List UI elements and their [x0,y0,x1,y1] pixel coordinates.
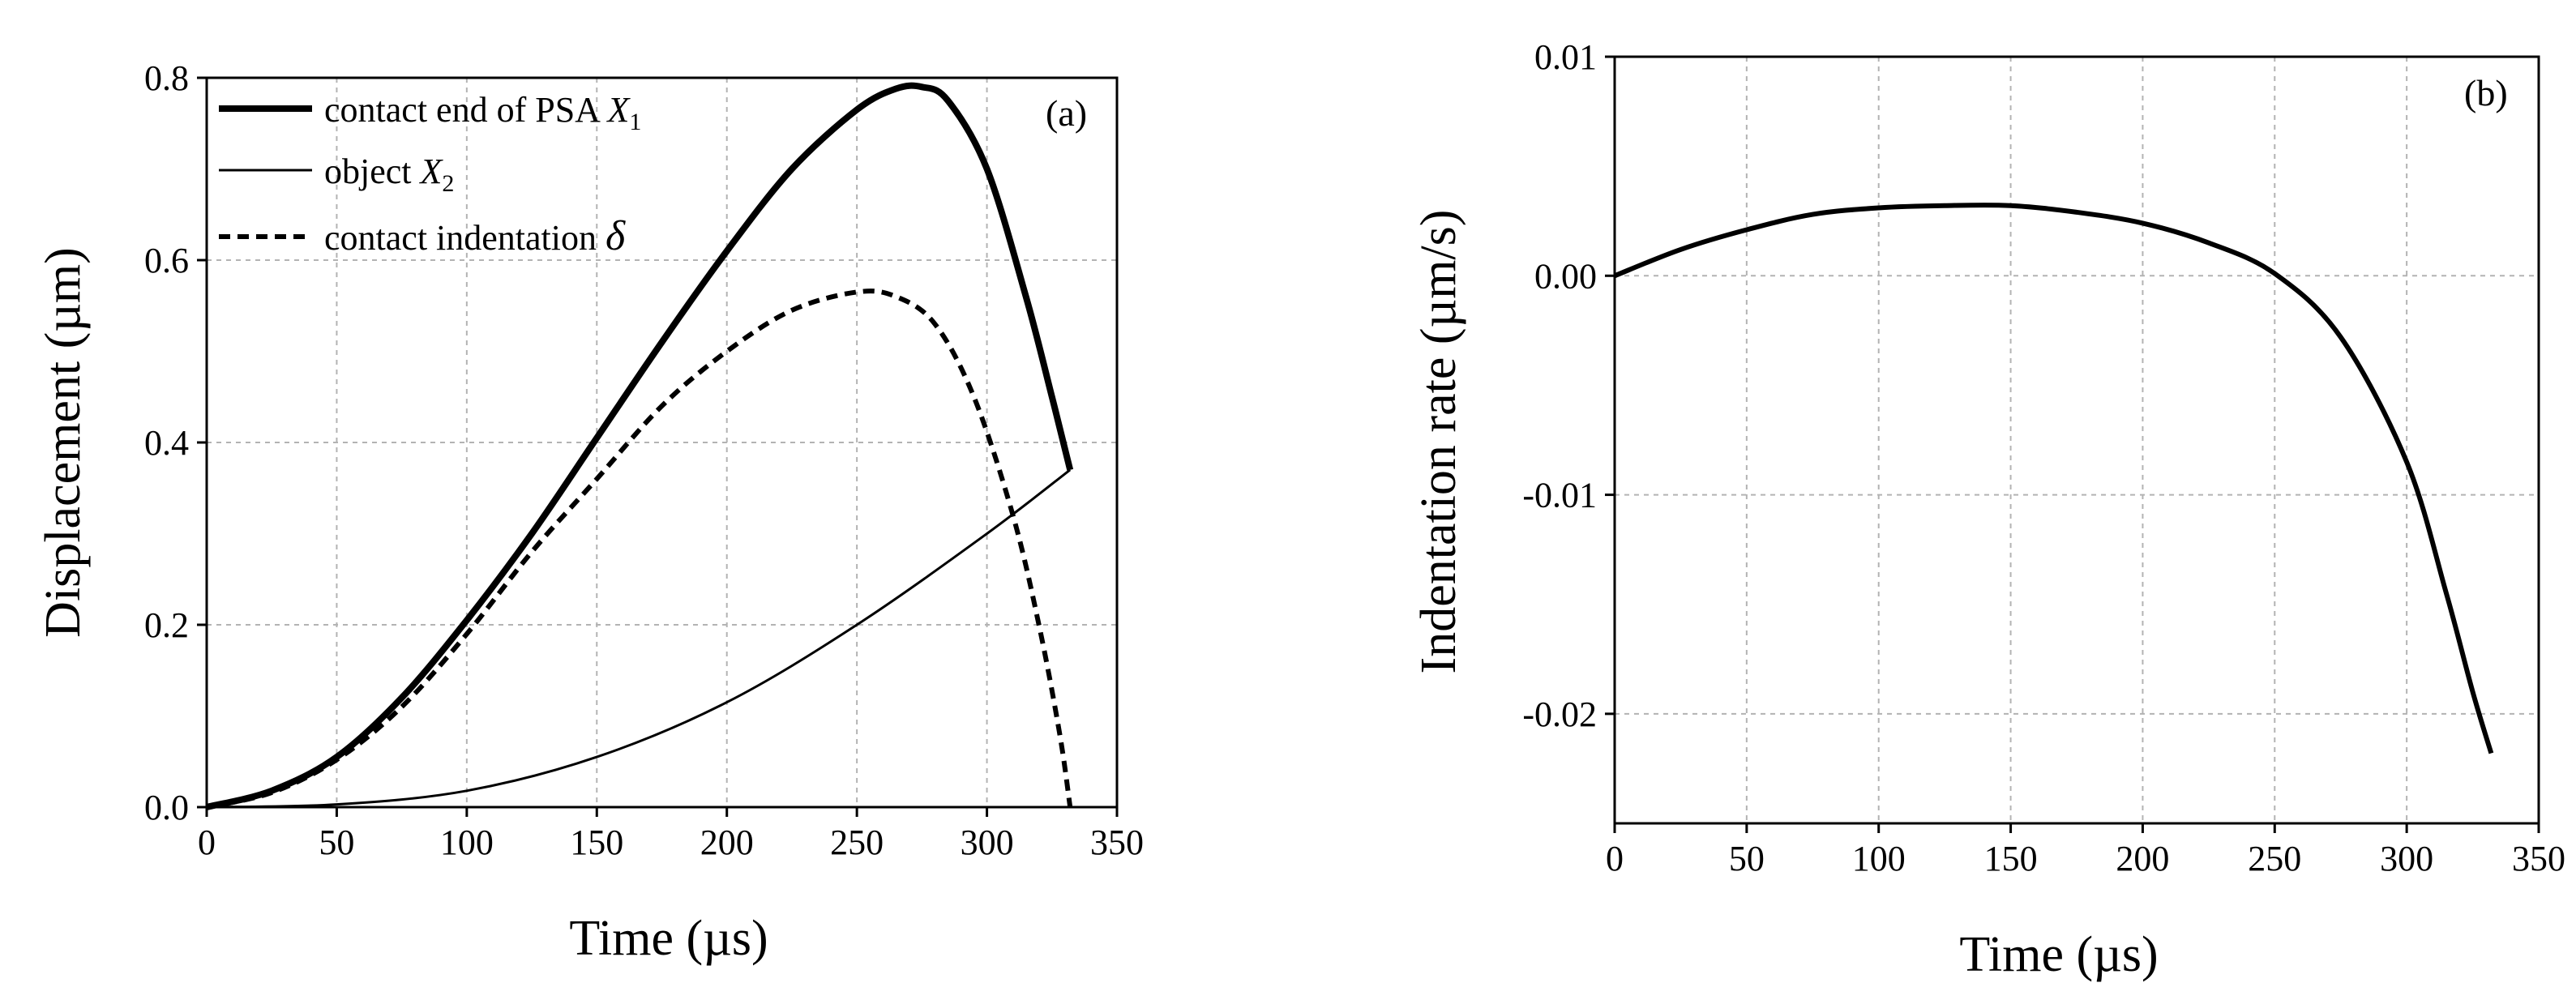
x-tick-label: 300 [2380,839,2433,878]
y-tick-label: 0.01 [1534,37,1597,77]
chart-a-panel-label: (a) [1046,92,1087,134]
x-tick-label: 100 [440,823,494,862]
x-tick-label: 0 [198,823,216,862]
chart-b-ylabel: Indentation rate (µm/s) [1411,210,1466,674]
x-tick-label: 300 [961,823,1014,862]
chart-a-series [206,82,1074,810]
y-tick-label: 0.8 [144,58,189,98]
chart-a-legend: contact end of PSA X1 object X2 contact … [219,90,641,259]
chart-b-xlabel: Time (µs) [1959,927,2158,982]
chart-b-series [1613,203,2494,754]
y-tick-label: 0.0 [144,788,189,827]
chart-b-ticks: 0 50 100 150 200 250 300 350 0.01 0.00 -0.01 -0.02 [1522,37,2565,878]
chart-b-panel-label: (b) [2464,72,2508,113]
chart-panel-b: 0 50 100 150 200 250 300 3500.010.00-0.01-0.02 … [1411,37,2565,982]
chart-b-grid [1615,57,2539,823]
x-tick-label: 50 [1729,839,1765,878]
y-tick-label: 0.6 [144,241,189,280]
y-tick-label: 0.2 [144,605,189,645]
chart-panel-a: 0 50 100 150 200 250 300 350 0.0 0.2 0.4 0.6 0.8 (a)… [36,58,1144,966]
y-tick-label: 0.00 [1534,256,1597,296]
x-tick-label: 150 [570,823,623,862]
x-tick-label: 200 [2116,839,2169,878]
chart-a-ticks: 0 50 100 150 200 250 300 350 0.0 0.2 0.4 0.6 0.8 [144,58,1144,862]
y-tick-label: -0.02 [1522,694,1597,734]
x-tick-label: 0 [1606,839,1624,878]
legend-entry-delta: contact indentation δ [324,213,626,259]
x-tick-label: 250 [830,823,884,862]
y-tick-label: -0.01 [1522,476,1597,515]
chart-a-xlabel: Time (µs) [569,911,768,966]
chart-b-frame [1613,55,2540,825]
x-tick-label: 100 [1852,839,1906,878]
x-tick-label: 150 [1984,839,2038,878]
series-line-a-1 [206,468,1072,809]
x-tick-label: 350 [1090,823,1144,862]
chart-a-ylabel: Displacement (µm) [36,247,91,638]
x-tick-label: 250 [2248,839,2301,878]
legend-entry-x2: object X2 [324,152,454,197]
series-line-a-2 [206,288,1073,810]
series-line-b-0 [1613,203,2494,754]
y-tick-label: 0.4 [144,423,189,463]
series-line-a-0 [206,82,1074,810]
x-tick-label: 350 [2512,839,2565,878]
x-tick-label: 200 [700,823,754,862]
x-tick-label: 50 [319,823,354,862]
legend-entry-x1: contact end of PSA X1 [324,90,641,135]
